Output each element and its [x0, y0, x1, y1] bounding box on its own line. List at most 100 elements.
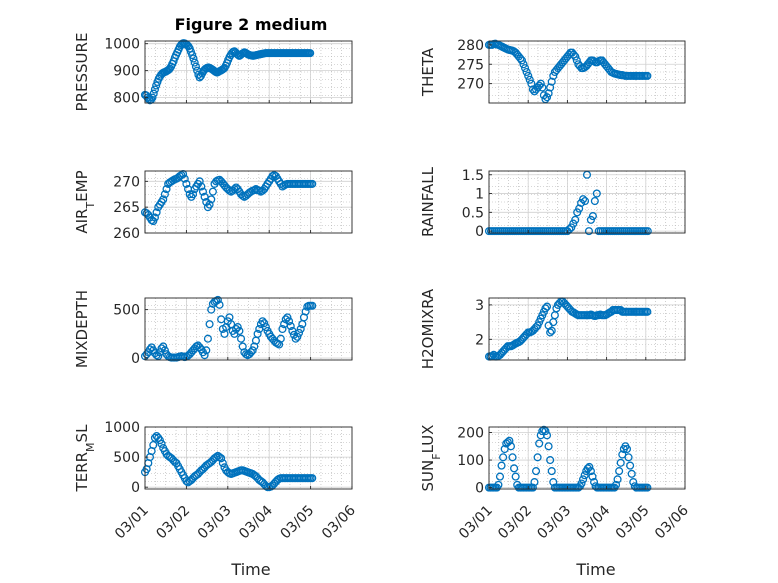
y-label-subscript: T [84, 202, 97, 210]
data-point [248, 346, 257, 355]
y-tick-label: 0 [131, 351, 140, 367]
x-tick-label: 03/06 [652, 502, 692, 542]
x-tick-label: 03/05 [278, 503, 318, 543]
data-point [154, 352, 163, 361]
data-point [235, 326, 244, 335]
data-point [150, 85, 159, 94]
y-tick-label: 0.5 [462, 205, 484, 221]
data-point [291, 334, 300, 343]
data-point [157, 439, 166, 448]
x-tick-label: 03/03 [534, 503, 574, 543]
data-point [546, 83, 555, 92]
data-point [293, 332, 302, 341]
x-tick-label: 03/02 [153, 503, 193, 543]
data-point [538, 83, 547, 92]
data-point [519, 60, 528, 69]
data-point [294, 328, 304, 337]
data-point [643, 71, 652, 80]
x-tick-label: 03/01 [456, 503, 496, 543]
subplot-pressure: 800 900 1000 PRESSURE [73, 33, 353, 111]
x-tick-label: 03/02 [495, 503, 535, 543]
data-point [159, 342, 168, 351]
y-tick-label: 500 [113, 450, 140, 466]
data-point [531, 467, 541, 476]
y-label-main: RAINFALL [419, 166, 437, 237]
data-point [276, 334, 285, 343]
data-point [286, 322, 295, 331]
data-point [253, 329, 262, 338]
y-tick-label: 260 [113, 226, 140, 242]
data-point [218, 459, 227, 468]
x-tick-label: 03/01 [112, 503, 152, 543]
subplot-mixdepth: 0 500 MIXDEPTH [73, 290, 353, 368]
data-point [527, 79, 536, 88]
data-point [283, 313, 292, 322]
y-axis-label: MIXDEPTH [73, 290, 91, 368]
data-point [590, 197, 599, 206]
data-point [546, 328, 555, 337]
data-point [541, 304, 550, 313]
data-point [233, 323, 242, 332]
data-point [499, 453, 508, 462]
data-point [588, 472, 597, 481]
x-tick-label: 03/04 [574, 502, 614, 542]
data-point [188, 50, 197, 60]
y-tick-label: 0 [475, 224, 484, 240]
y-label-rest: LUX [419, 425, 437, 454]
data-point [521, 64, 530, 73]
axes-box [144, 40, 353, 104]
data-point [255, 186, 264, 195]
data-point [306, 49, 315, 58]
data-point [517, 56, 526, 65]
y-tick-label: 270 [113, 174, 140, 190]
figure-title: Figure 2 medium [175, 15, 328, 34]
data-point [188, 190, 198, 199]
data-point [182, 477, 191, 486]
data-point [215, 300, 224, 309]
data-point [510, 464, 519, 473]
x-tick-label: 03/06 [319, 502, 359, 542]
data-point [533, 453, 542, 462]
data-point [215, 453, 224, 462]
data-point [547, 467, 556, 476]
data-point [585, 462, 594, 472]
data-point [579, 195, 588, 204]
data-point [296, 324, 305, 334]
data-point [536, 79, 545, 88]
y-label-subscript: M [84, 442, 97, 452]
data-point [189, 54, 198, 63]
data-point [190, 58, 199, 67]
data-point [627, 469, 636, 478]
data-point [191, 62, 200, 71]
data-point [236, 334, 246, 343]
data-point [547, 326, 556, 335]
series-pressure [140, 39, 315, 105]
data-point [544, 89, 553, 98]
data-point [278, 324, 287, 334]
y-label-main: H2OMIXRA [419, 288, 437, 369]
data-point [148, 93, 157, 102]
data-point [579, 475, 588, 484]
y-tick-label: 1000 [104, 37, 140, 53]
y-axis-label: H2OMIXRA [419, 288, 437, 369]
data-point [535, 439, 544, 448]
y-tick-label: 0 [131, 480, 140, 496]
data-point [213, 295, 222, 304]
data-point [528, 483, 537, 492]
data-point [165, 64, 174, 73]
y-tick-label: 2 [475, 332, 484, 348]
y-tick-label: 900 [113, 64, 140, 80]
data-point [546, 456, 555, 465]
data-point [308, 301, 317, 310]
data-point [505, 436, 514, 445]
data-point [577, 479, 586, 488]
y-label-rest: EMP [73, 170, 91, 201]
data-point [261, 323, 270, 332]
y-tick-label: 265 [113, 200, 140, 216]
data-point [285, 317, 294, 326]
data-point [150, 433, 159, 442]
data-point [580, 197, 590, 206]
data-point [538, 427, 547, 436]
